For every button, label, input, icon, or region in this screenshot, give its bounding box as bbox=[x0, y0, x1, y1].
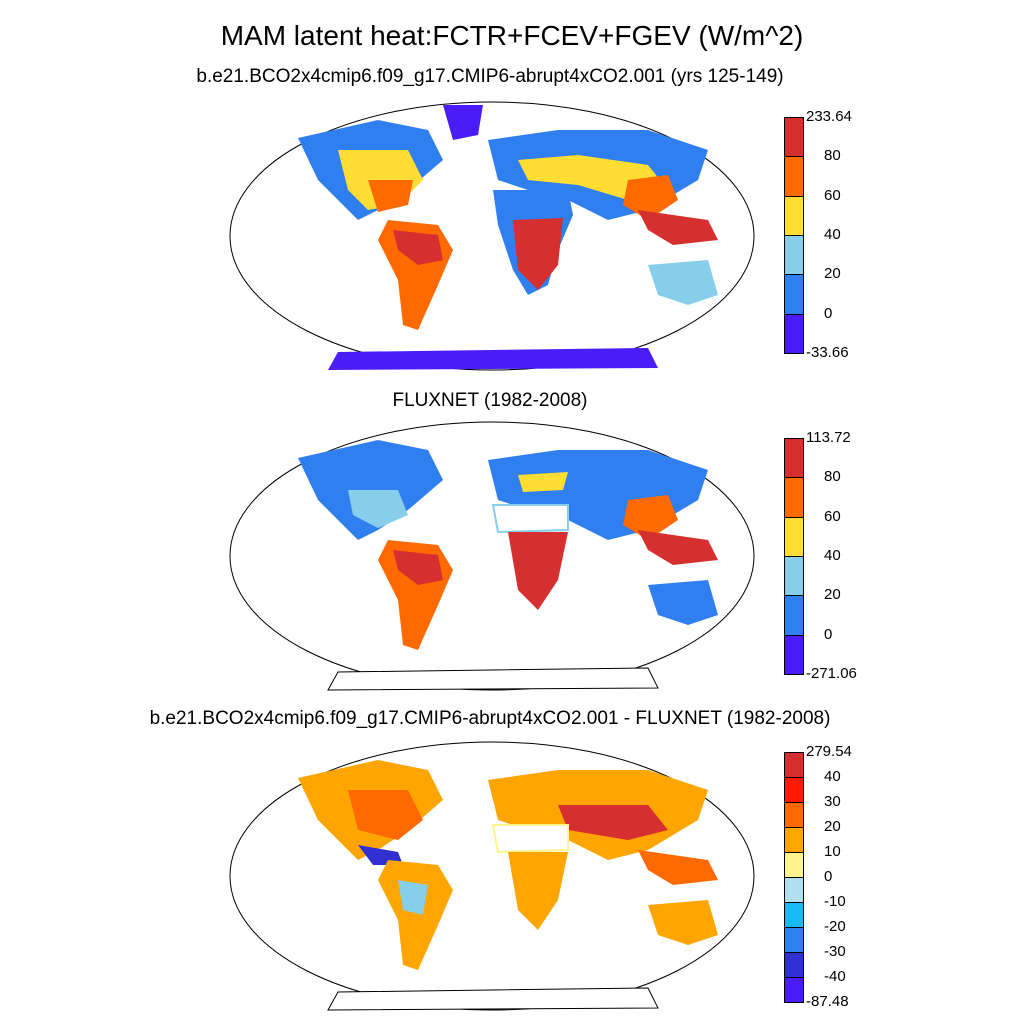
panel-1-colorbar: 233.64 80 60 40 20 0 -33.66 bbox=[784, 108, 852, 361]
colorbar-segment bbox=[784, 595, 804, 636]
colorbar-segment bbox=[784, 802, 804, 828]
greenland bbox=[443, 105, 483, 140]
amazon bbox=[398, 880, 428, 915]
colorbar-segment bbox=[784, 313, 804, 354]
colorbar-label: 40 bbox=[824, 226, 841, 243]
colorbar-label: 40 bbox=[824, 768, 841, 785]
colorbar-segment bbox=[784, 777, 804, 803]
colorbar-label: 60 bbox=[824, 186, 841, 204]
colorbar-segment bbox=[784, 852, 804, 878]
panel-2-map bbox=[229, 421, 755, 691]
colorbar-label: 40 bbox=[824, 547, 841, 564]
colorbar-label: 80 bbox=[824, 147, 841, 165]
antarctica bbox=[327, 987, 659, 1011]
colorbar-segment bbox=[784, 235, 804, 276]
australia bbox=[648, 900, 718, 945]
central-america bbox=[358, 845, 403, 865]
panel-2-colorbar: 113.72 80 60 40 20 0 -271.06 bbox=[784, 429, 857, 682]
africa bbox=[508, 852, 568, 930]
colorbar-segment bbox=[784, 156, 804, 197]
south-america bbox=[378, 860, 453, 970]
amazon bbox=[393, 550, 443, 585]
colorbar-label: 0 bbox=[824, 625, 833, 643]
colorbar-segment bbox=[784, 977, 804, 1003]
panel-1-land bbox=[298, 105, 718, 370]
north-america-core bbox=[348, 790, 423, 840]
panel-2-land bbox=[298, 440, 718, 691]
europe-band bbox=[518, 472, 568, 492]
colorbar-segment bbox=[784, 902, 804, 928]
antarctica bbox=[328, 348, 658, 370]
colorbar-label: 0 bbox=[824, 304, 833, 322]
africa-central bbox=[513, 218, 563, 290]
colorbar-segment bbox=[784, 477, 804, 518]
amazon bbox=[393, 230, 443, 265]
colorbar-label: -10 bbox=[824, 893, 846, 910]
colorbar-label: -87.48 bbox=[806, 993, 849, 1010]
colorbar-label: 10 bbox=[824, 843, 841, 860]
maritime-asia bbox=[638, 530, 718, 565]
colorbar-label: 60 bbox=[824, 507, 841, 525]
africa-central bbox=[508, 532, 568, 610]
colorbar-segment bbox=[784, 117, 804, 158]
east-asia bbox=[623, 495, 678, 540]
east-asia bbox=[623, 175, 678, 220]
colorbar-label: 80 bbox=[824, 468, 841, 486]
colorbar-segment bbox=[784, 195, 804, 236]
colorbar-segment bbox=[784, 438, 804, 479]
colorbar-segment bbox=[784, 877, 804, 903]
panel-3-land bbox=[298, 760, 718, 1011]
colorbar-label: 0 bbox=[824, 868, 833, 885]
central-asia bbox=[558, 805, 668, 840]
colorbar-label: 233.64 bbox=[806, 108, 852, 125]
colorbar-segment bbox=[784, 556, 804, 597]
maritime-asia bbox=[638, 850, 718, 885]
panel-3-colorbar: 279.54 40 30 20 10 0 -10 -20 -30 -40 -87.48 bbox=[784, 743, 852, 1010]
colorbar-label: 20 bbox=[824, 265, 841, 283]
colorbar-label: 30 bbox=[824, 793, 841, 810]
australia bbox=[648, 580, 718, 625]
colorbar-label: -30 bbox=[824, 943, 846, 960]
figure-title: MAM latent heat:FCTR+FCEV+FGEV (W/m^2) bbox=[220, 20, 804, 51]
north-america-east bbox=[368, 180, 413, 212]
colorbar-segment bbox=[784, 634, 804, 675]
colorbar-segment bbox=[784, 274, 804, 315]
colorbar-label: -271.06 bbox=[806, 665, 857, 682]
colorbar-label: 279.54 bbox=[806, 743, 852, 760]
colorbar-label: 20 bbox=[824, 818, 841, 835]
antarctica bbox=[327, 667, 659, 691]
sahara-missing bbox=[491, 824, 569, 854]
panel-1-subtitle: b.e21.BCO2x4cmip6.f09_g17.CMIP6-abrupt4x… bbox=[196, 66, 784, 87]
panel-1-map bbox=[229, 101, 755, 371]
maritime-asia bbox=[638, 210, 718, 245]
colorbar-segment bbox=[784, 952, 804, 978]
colorbar-label: -40 bbox=[824, 968, 846, 985]
colorbar-segment bbox=[784, 516, 804, 557]
colorbar-segment bbox=[784, 752, 804, 778]
north-america-core bbox=[348, 490, 408, 528]
colorbar-label: 113.72 bbox=[806, 429, 851, 446]
colorbar-label: -20 bbox=[824, 918, 846, 935]
australia bbox=[648, 260, 718, 305]
panel-3-subtitle: b.e21.BCO2x4cmip6.f09_g17.CMIP6-abrupt4x… bbox=[149, 708, 831, 729]
sahara-missing bbox=[491, 504, 569, 534]
panel-3-map bbox=[229, 741, 755, 1011]
colorbar-segment bbox=[784, 827, 804, 853]
colorbar-label: 20 bbox=[824, 586, 841, 604]
panel-2-subtitle: FLUXNET (1982-2008) bbox=[392, 390, 588, 411]
colorbar-label: -33.66 bbox=[806, 344, 849, 361]
colorbar-segment bbox=[784, 927, 804, 953]
